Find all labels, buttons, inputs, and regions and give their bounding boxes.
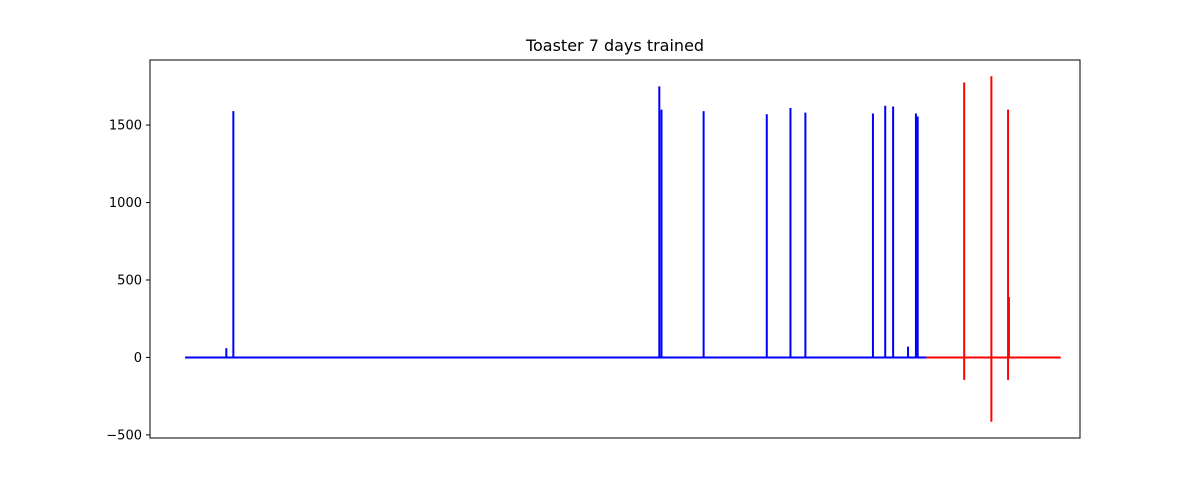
y-tick-label: 500 [117,273,142,288]
chart-title: Toaster 7 days trained [525,36,704,55]
y-tick-label: 1000 [109,196,142,211]
plot-frame [149,59,1081,439]
y-tick-label: 1500 [109,119,142,134]
y-tick-label: −500 [106,428,142,443]
plot-layer [185,76,1061,422]
y-tick-label: 0 [134,351,142,366]
y-axis: −500 0 500 1000 1500 [106,119,150,443]
series-1 [926,76,1061,422]
series-0 [185,86,927,359]
